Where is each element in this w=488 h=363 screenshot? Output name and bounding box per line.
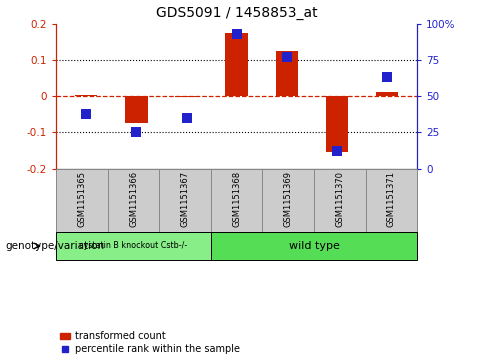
Bar — [75, 95, 98, 96]
Bar — [211, 232, 417, 260]
Text: GSM1151368: GSM1151368 — [232, 171, 241, 227]
Text: GSM1151369: GSM1151369 — [284, 171, 293, 227]
Bar — [366, 169, 417, 232]
Text: GSM1151370: GSM1151370 — [335, 171, 345, 227]
Text: GSM1151366: GSM1151366 — [129, 171, 138, 227]
Bar — [56, 169, 108, 232]
Bar — [225, 33, 248, 96]
Legend: transformed count, percentile rank within the sample: transformed count, percentile rank withi… — [56, 327, 244, 358]
Bar — [376, 92, 398, 96]
Point — [82, 111, 90, 117]
Point — [383, 74, 391, 80]
Bar — [108, 169, 159, 232]
Title: GDS5091 / 1458853_at: GDS5091 / 1458853_at — [156, 6, 318, 20]
Text: genotype/variation: genotype/variation — [5, 241, 104, 251]
Text: wild type: wild type — [288, 241, 340, 251]
Bar — [175, 96, 198, 97]
Bar — [56, 232, 211, 260]
Bar — [314, 169, 366, 232]
Bar — [263, 169, 314, 232]
Text: cystatin B knockout Cstb-/-: cystatin B knockout Cstb-/- — [80, 241, 187, 250]
Point — [132, 130, 140, 135]
Text: GSM1151367: GSM1151367 — [181, 171, 190, 227]
Text: GSM1151365: GSM1151365 — [78, 171, 86, 227]
Point — [183, 115, 190, 121]
Point — [333, 148, 341, 154]
Bar — [159, 169, 211, 232]
Bar — [276, 51, 298, 96]
Bar — [125, 96, 148, 123]
Bar — [325, 96, 348, 152]
Point — [283, 54, 291, 60]
Point — [233, 31, 241, 37]
Text: GSM1151371: GSM1151371 — [387, 171, 396, 227]
Bar — [211, 169, 263, 232]
